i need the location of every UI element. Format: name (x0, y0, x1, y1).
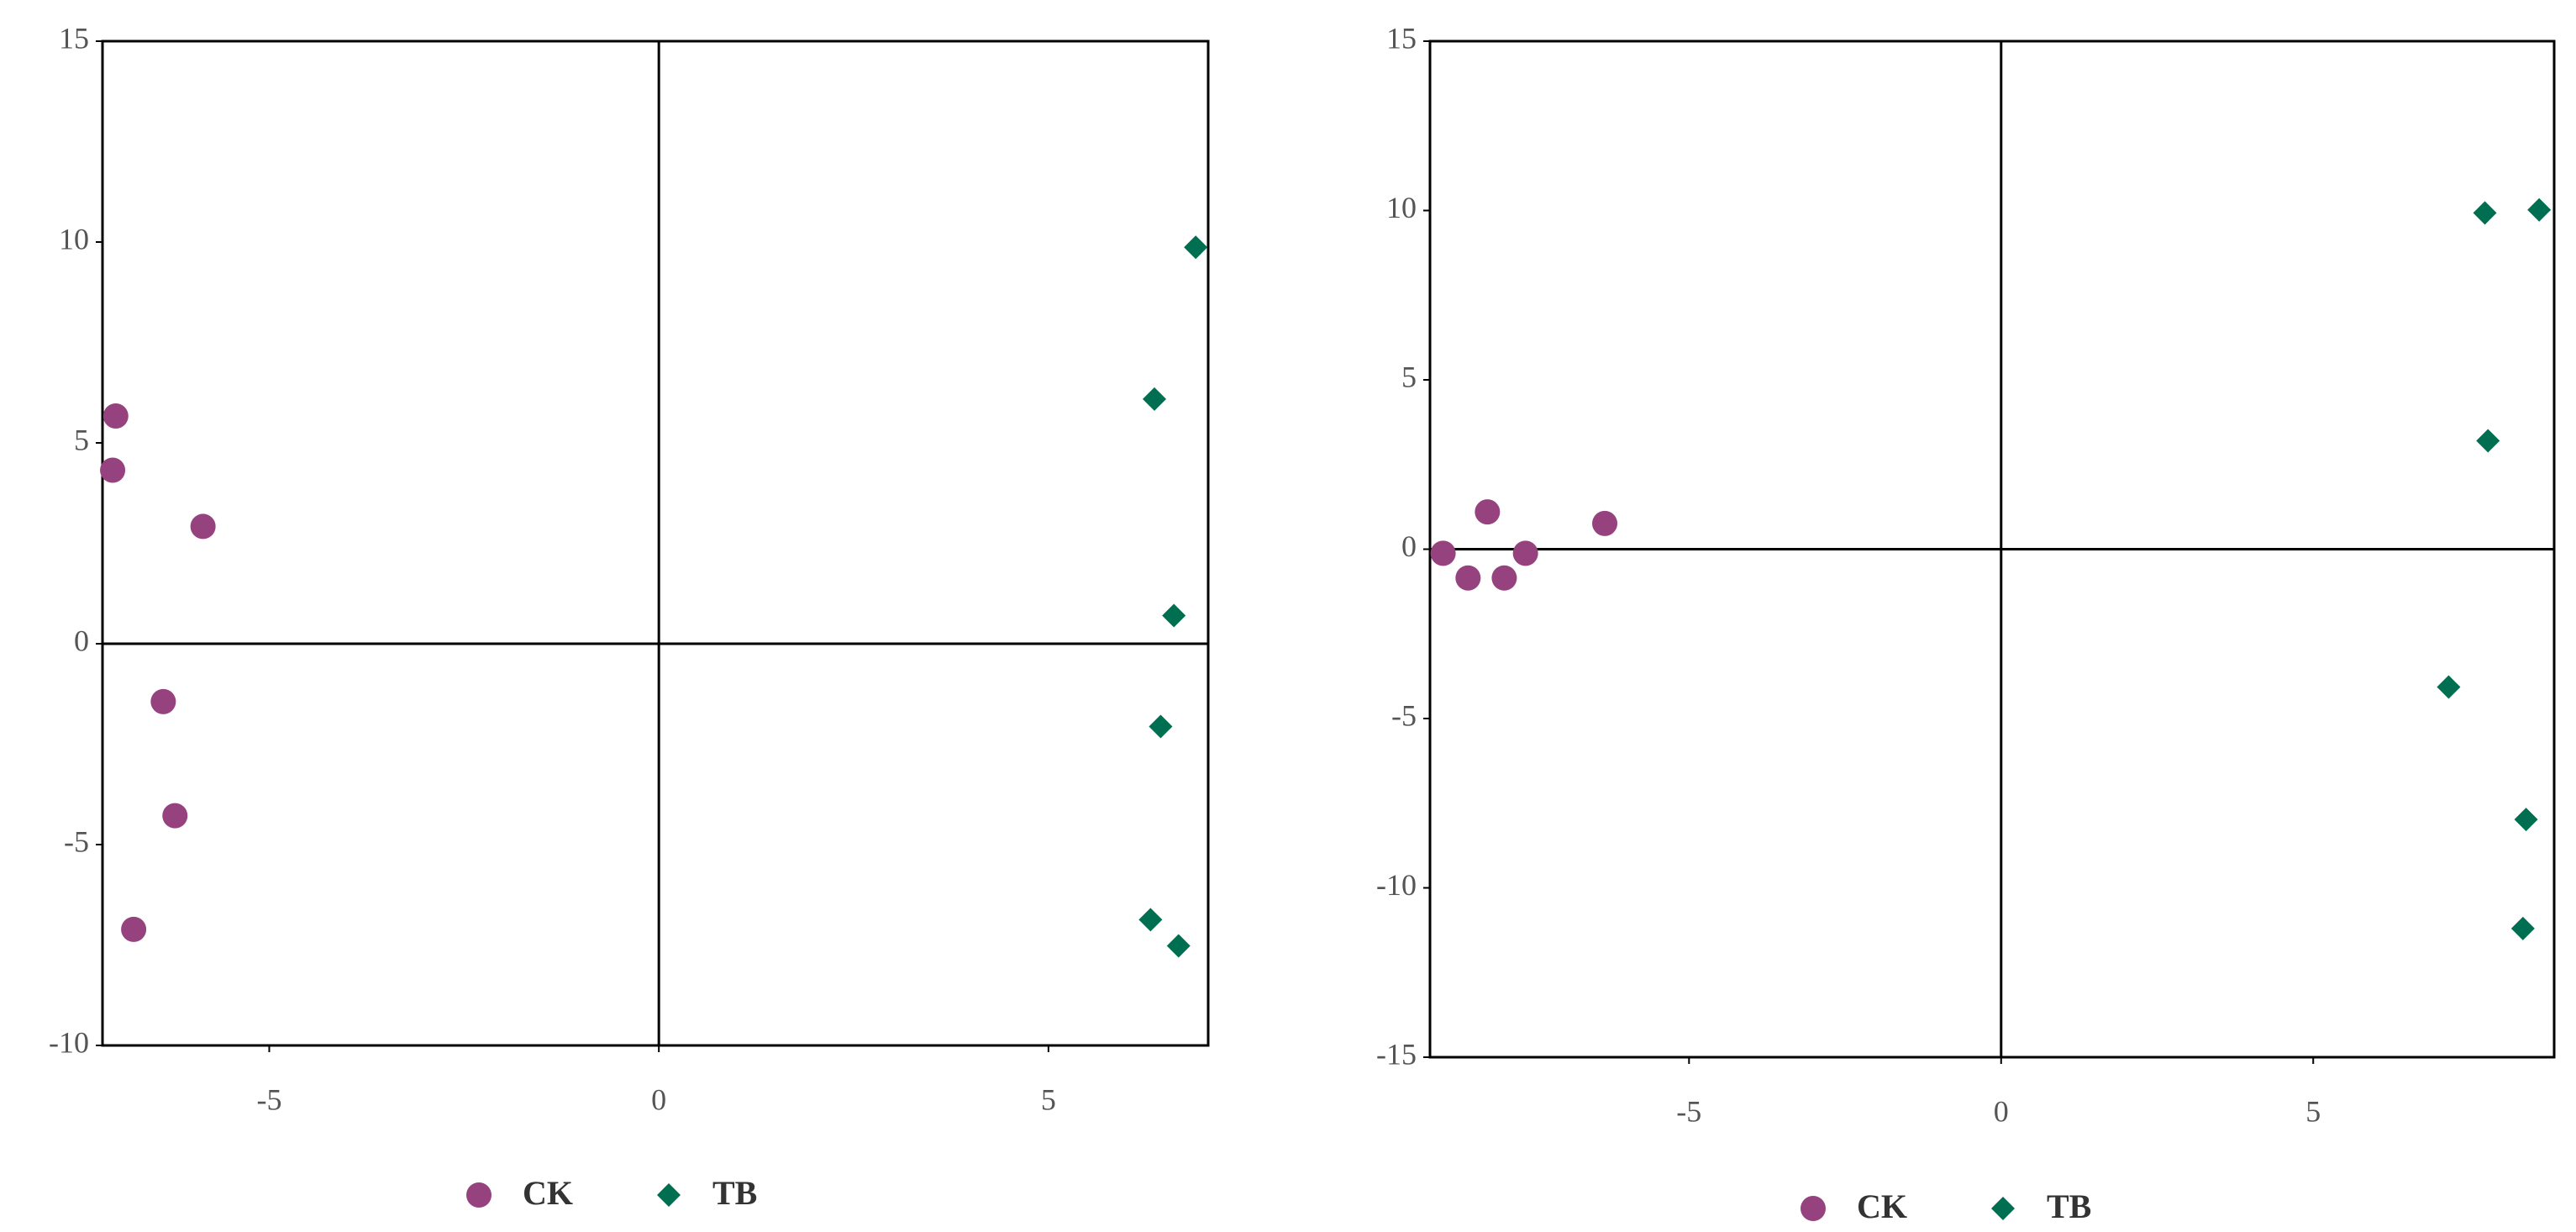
point (1166, 934, 1191, 958)
x-tick-label: 5 (2305, 1094, 2321, 1128)
x-tick-label: 0 (1994, 1094, 2009, 1128)
point (1512, 540, 1538, 566)
point (2473, 201, 2497, 225)
y-tick-label: 15 (59, 21, 89, 55)
y-tick-label: 15 (1386, 21, 1417, 55)
y-tick-label: 10 (1386, 191, 1417, 224)
y-tick-label: 5 (74, 423, 89, 456)
point (150, 688, 176, 714)
point (1138, 908, 1163, 932)
x-tick-label: 5 (1041, 1082, 1056, 1116)
legend-symbol (466, 1182, 492, 1208)
point (2527, 197, 2552, 222)
y-tick-label: 10 (59, 222, 89, 255)
point (1592, 510, 1618, 536)
point (1430, 540, 1456, 566)
point (162, 803, 188, 829)
point (100, 457, 126, 483)
point (1184, 235, 1208, 260)
y-tick-label: -5 (64, 824, 89, 858)
point (2476, 429, 2500, 453)
point (1455, 565, 1481, 591)
y-tick-label: -10 (49, 1025, 89, 1059)
point (1475, 499, 1501, 525)
point (190, 513, 216, 540)
legend-symbol (1991, 1197, 2015, 1220)
point (2510, 916, 2535, 940)
y-tick-label: 0 (1401, 529, 1417, 563)
point (1162, 603, 1186, 628)
y-tick-label: -15 (1376, 1037, 1417, 1071)
point (121, 916, 147, 942)
x-tick-label: -5 (256, 1082, 281, 1116)
x-tick-label: -5 (1676, 1094, 1701, 1128)
y-tick-label: 0 (74, 624, 89, 657)
legend-symbol (657, 1183, 681, 1207)
legend-label: CK (1857, 1187, 1907, 1225)
y-tick-label: 5 (1401, 360, 1417, 393)
y-tick-label: -5 (1391, 698, 1417, 732)
legend-label: TB (712, 1174, 757, 1212)
point (1149, 714, 1173, 739)
point (103, 403, 129, 429)
point (2514, 808, 2538, 832)
plot-frame (101, 39, 1210, 1047)
point (1143, 387, 1167, 411)
point (1491, 565, 1517, 591)
legend-label: TB (2047, 1187, 2091, 1225)
x-tick-label: 0 (651, 1082, 666, 1116)
legend-symbol (1801, 1196, 1826, 1221)
y-tick-label: -10 (1376, 868, 1417, 902)
point (2437, 675, 2461, 699)
legend-label: CK (523, 1174, 573, 1212)
